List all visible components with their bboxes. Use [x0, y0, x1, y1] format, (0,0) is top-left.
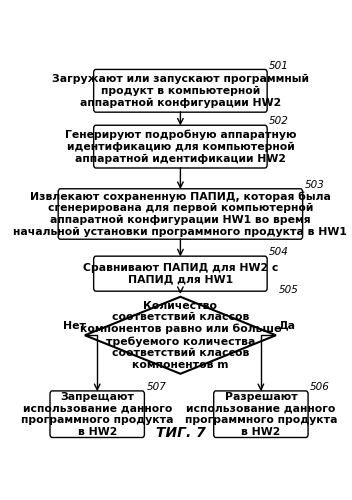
FancyBboxPatch shape: [214, 391, 308, 438]
Text: 502: 502: [269, 116, 289, 126]
Text: Извлекают сохраненную ПАПИД, которая была
сгенерирована для первой компьютерной
: Извлекают сохраненную ПАПИД, которая был…: [13, 191, 347, 237]
Text: Загружают или запускают программный
продукт в компьютерной
аппаратной конфигурац: Загружают или запускают программный прод…: [52, 74, 309, 108]
Text: Количество
соответствий классов
компонентов равно или больше
требуемого количест: Количество соответствий классов компонен…: [80, 300, 281, 370]
Text: Сравнивают ПАПИД для HW2 с
ПАПИД для HW1: Сравнивают ПАПИД для HW2 с ПАПИД для HW1: [83, 263, 278, 284]
FancyBboxPatch shape: [58, 189, 303, 239]
FancyBboxPatch shape: [94, 256, 267, 291]
Polygon shape: [85, 297, 276, 374]
Text: 506: 506: [310, 382, 330, 392]
FancyBboxPatch shape: [94, 126, 267, 168]
FancyBboxPatch shape: [94, 70, 267, 112]
Text: 504: 504: [269, 248, 289, 258]
Text: Да: Да: [278, 320, 295, 330]
Text: Генерируют подробную аппаратную
идентификацию для компьютерной
аппаратной иденти: Генерируют подробную аппаратную идентифи…: [65, 130, 296, 164]
Text: ΤИГ. 7: ΤИГ. 7: [156, 426, 205, 440]
Text: 507: 507: [146, 382, 166, 392]
Text: Нет: Нет: [63, 320, 86, 330]
FancyBboxPatch shape: [50, 391, 144, 438]
Text: 503: 503: [304, 180, 325, 190]
Text: Разрешают
использование данного
программного продукта
в HW2: Разрешают использование данного программ…: [185, 392, 337, 436]
Text: 505: 505: [279, 285, 298, 295]
Text: 501: 501: [269, 60, 289, 70]
Text: Запрещают
использование данного
программного продукта
в HW2: Запрещают использование данного программ…: [21, 392, 174, 436]
